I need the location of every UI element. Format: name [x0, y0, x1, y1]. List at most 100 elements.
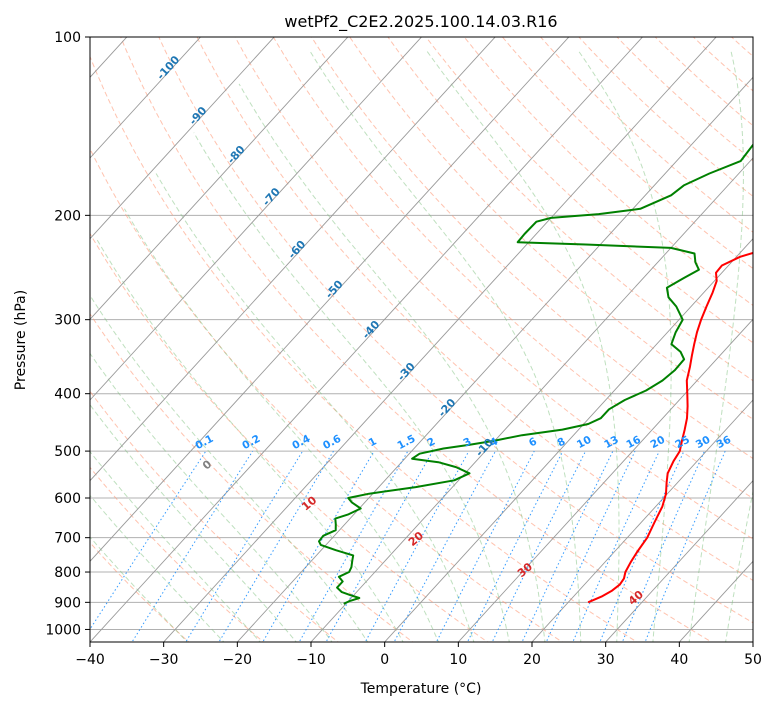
dry-adiabat: [654, 37, 753, 127]
mixing-ratio-label: 20: [649, 434, 668, 451]
x-tick-label: 30: [597, 652, 615, 668]
isotherm: [163, 37, 717, 642]
x-tick-label: 40: [670, 652, 688, 668]
moist-adiabat: [425, 49, 620, 642]
mixing-ratio-label: 10: [575, 434, 594, 451]
moist-adiabat: [90, 450, 261, 642]
moist-adiabat: [725, 489, 753, 642]
dry-adiabat: [272, 37, 753, 499]
mixing-ratio-line: [644, 450, 726, 642]
isotherm: [384, 237, 753, 642]
isotherm: [90, 37, 644, 642]
sounding-traces: [318, 143, 753, 605]
isotherm: [531, 399, 753, 642]
x-tick-label: 0: [380, 652, 389, 668]
moist-adiabat: [577, 49, 672, 642]
mixing-ratio-label: 0.1: [193, 433, 215, 452]
dry-adiabat-label: 20: [406, 529, 426, 549]
moist-adiabat: [238, 83, 546, 642]
moist-adiabat: [688, 49, 744, 642]
dry-adiabat: [387, 37, 753, 382]
isotherm: [605, 479, 753, 642]
mixing-ratio-label: 1.5: [395, 433, 417, 452]
dry-adiabat: [616, 37, 753, 162]
x-tick-label: −40: [75, 652, 105, 668]
dry-adiabat: [90, 55, 638, 642]
line-labels: 0.1 0.2 0.4 0.6 1 1.5 2 3 4 6 8 10 13 16 20 25 30 36-100-…: [154, 53, 733, 608]
mixing-ratio-line: [491, 450, 587, 642]
x-tick-label: 10: [449, 652, 467, 668]
isotherm: [678, 560, 753, 642]
isotherm: [90, 37, 275, 240]
isotherm-label: -70: [260, 185, 283, 209]
isotherm-label: -90: [187, 104, 210, 128]
moist-adiabat: [90, 352, 333, 642]
x-tick-label: −30: [149, 652, 179, 668]
dry-adiabat-label: 0: [200, 457, 214, 472]
dry-adiabat: [120, 37, 713, 642]
x-tick-label: −20: [223, 652, 253, 668]
dry-adiabat: [90, 147, 564, 642]
y-axis-label: Pressure (hPa): [13, 290, 29, 390]
moist-adiabat: [155, 173, 475, 642]
y-tick-label: 1000: [45, 622, 81, 638]
moist-adiabat: [193, 132, 510, 642]
mixing-ratio-label: 30: [694, 434, 713, 451]
x-tick-label: 20: [523, 652, 541, 668]
dry-adiabat: [463, 37, 753, 306]
isotherm-label: -50: [323, 277, 346, 301]
dry-adiabat: [310, 37, 753, 460]
isotherm: [90, 37, 496, 482]
mixing-ratio-label: 6: [527, 435, 539, 449]
dry-adiabat: [425, 37, 753, 344]
isotherm: [0, 24, 65, 645]
background-lines: [0, 24, 753, 645]
isotherm: [90, 37, 423, 401]
moist-adiabat: [123, 208, 440, 642]
dry-adiabat: [196, 37, 753, 581]
isotherm-label: -20: [436, 396, 459, 420]
y-tick-label: 100: [54, 30, 81, 46]
x-tick-label: −10: [296, 652, 326, 668]
mixing-ratio-label: 2: [425, 435, 437, 449]
mixing-ratio-line: [545, 450, 636, 642]
temperature-line: [587, 251, 753, 604]
dry-adiabat: [90, 232, 489, 642]
mixing-ratio-line: [131, 450, 254, 642]
dry-adiabat-label: 10: [299, 493, 319, 513]
y-tick-label: 800: [54, 565, 81, 581]
axes: −40 −30 −20 −10 0 10 20 30 40 5010020030040050060…: [45, 30, 762, 668]
x-tick-label: 50: [744, 652, 762, 668]
mixing-ratio-label: 36: [715, 434, 734, 451]
moist-adiabat: [90, 494, 225, 642]
mixing-ratio-line: [521, 450, 614, 642]
mixing-ratio-line: [466, 450, 564, 642]
mixing-ratio-label: 16: [624, 434, 643, 451]
dry-adiabat: [90, 466, 265, 642]
x-axis-label: Temperature (°C): [360, 681, 482, 697]
y-tick-label: 200: [54, 208, 81, 224]
mixing-ratio-label: 1: [367, 435, 379, 449]
y-tick-label: 500: [54, 444, 81, 460]
isotherm: [90, 37, 349, 321]
isotherm: [236, 76, 753, 642]
mixing-ratio-line: [621, 450, 705, 642]
mixing-ratio-line: [572, 450, 660, 642]
mixing-ratio-line: [393, 450, 496, 642]
y-tick-label: 400: [54, 387, 81, 403]
isotherm: [90, 37, 570, 563]
mixing-ratio-line: [90, 450, 207, 631]
dry-adiabat: [90, 390, 339, 642]
isotherm: [752, 641, 753, 642]
moist-adiabat: [90, 536, 188, 642]
y-tick-label: 900: [54, 595, 81, 611]
dry-adiabat-label: 40: [626, 588, 646, 608]
mixing-ratio-label: 3: [461, 435, 473, 449]
dry-adiabat: [539, 37, 753, 233]
plot-frame: [89, 36, 754, 643]
mixing-ratio-line: [262, 450, 375, 642]
mixing-ratio-line: [599, 450, 685, 642]
moist-adiabat: [90, 294, 369, 642]
mixing-ratio-line: [364, 450, 470, 642]
